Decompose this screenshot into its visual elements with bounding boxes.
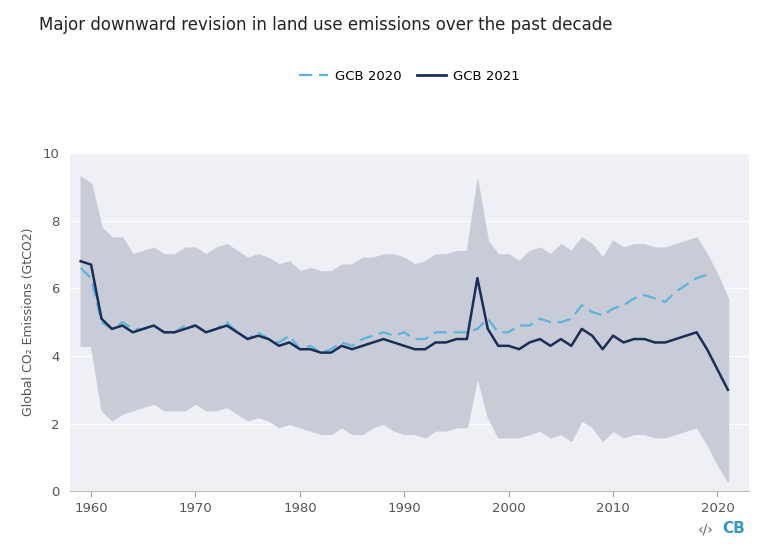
Legend: GCB 2020, GCB 2021: GCB 2020, GCB 2021 bbox=[294, 64, 525, 88]
Y-axis label: Global CO₂ Emissions (GtCO2): Global CO₂ Emissions (GtCO2) bbox=[22, 228, 34, 417]
Text: CB: CB bbox=[722, 521, 745, 536]
Text: Major downward revision in land use emissions over the past decade: Major downward revision in land use emis… bbox=[39, 16, 612, 34]
Text: ‹/›: ‹/› bbox=[698, 522, 714, 536]
